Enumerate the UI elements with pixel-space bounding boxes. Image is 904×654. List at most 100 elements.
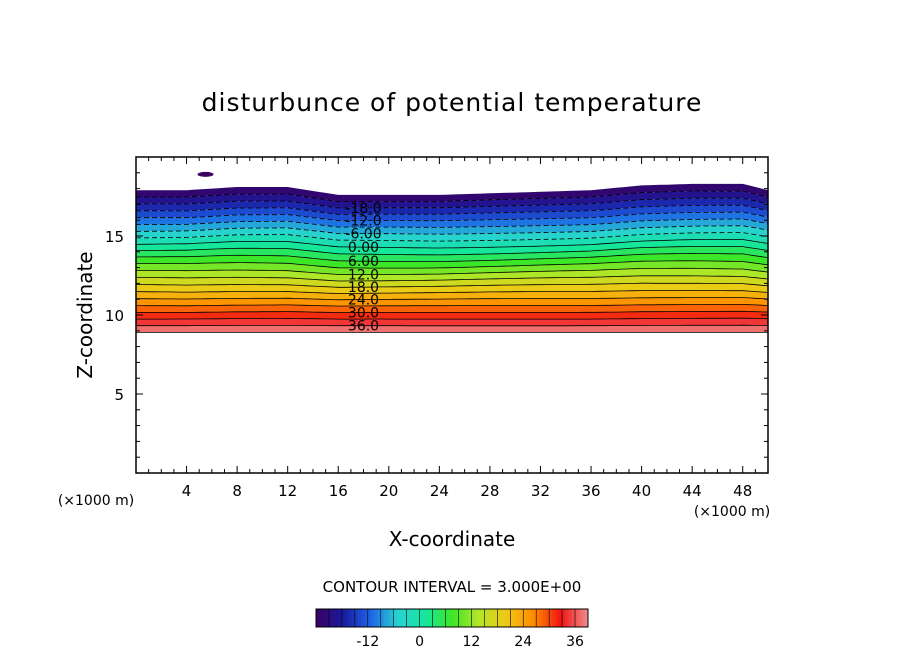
contour-line	[136, 239, 768, 249]
colorbar-swatch	[341, 609, 346, 627]
colorbar-swatch	[442, 609, 446, 627]
contour-line	[136, 304, 768, 307]
chart-title: disturbunce of potential temperature	[202, 88, 703, 117]
colorbar-swatch	[471, 609, 476, 627]
colorbar-swatch	[516, 609, 521, 627]
colorbar-swatch	[461, 609, 466, 627]
contour-lines	[136, 190, 768, 333]
colorbar-swatch	[387, 609, 391, 627]
colorbar-swatch	[507, 609, 511, 627]
colorbar-swatch	[558, 609, 563, 627]
colorbar-swatch	[575, 609, 579, 627]
colorbar-swatch	[361, 609, 365, 627]
contour-band	[136, 290, 768, 300]
contour-band	[136, 318, 768, 326]
colorbar-swatch	[526, 609, 531, 627]
contour-line	[136, 246, 768, 256]
x-unit-left: (×1000 m)	[58, 493, 134, 509]
colorbar-swatch	[503, 609, 508, 627]
contour-label: 36.0	[348, 319, 379, 335]
colorbar-tick-label: -12	[356, 634, 379, 650]
contour-label: -6.00	[345, 227, 381, 243]
x-tick-label: 12	[278, 482, 297, 500]
x-unit-right: (×1000 m)	[694, 504, 770, 520]
colorbar-swatch	[332, 609, 336, 627]
colorbar-tick-label: 12	[463, 634, 481, 650]
colorbar-swatch	[316, 609, 320, 627]
colorbar-swatch	[542, 609, 547, 627]
colorbar-swatch	[510, 609, 514, 627]
contour-line	[136, 211, 768, 222]
colorbar-swatch	[345, 609, 349, 627]
colorbar-swatch	[348, 609, 353, 627]
colorbar-swatch	[393, 609, 398, 627]
colorbar-swatch	[513, 609, 518, 627]
contour-labels: -18.0-12.0-6.000.006.0012.018.024.030.03…	[345, 201, 381, 335]
colorbar-swatch	[406, 609, 411, 627]
y-axis-label: Z-coordinate	[73, 251, 97, 378]
colorbar-swatch	[351, 609, 356, 627]
colorbar-swatch	[562, 609, 566, 627]
colorbar-swatch	[377, 609, 382, 627]
colorbar-swatch	[426, 609, 430, 627]
colorbar-swatch	[584, 609, 589, 627]
colorbar-swatch	[445, 609, 450, 627]
colorbar-swatch	[529, 609, 534, 627]
colorbar-swatch	[384, 609, 388, 627]
colorbar	[315, 608, 589, 628]
contour-band	[136, 246, 768, 262]
colorbar-swatch	[500, 609, 505, 627]
contour-interval-label: CONTOUR INTERVAL = 3.000E+00	[323, 578, 582, 596]
contour-line	[136, 317, 768, 320]
colorbar-swatch	[539, 609, 544, 627]
colorbar-swatch	[490, 609, 495, 627]
colorbar-swatch	[458, 609, 463, 627]
colorbar-swatch	[322, 609, 327, 627]
x-axis-label: X-coordinate	[389, 527, 516, 551]
colorbar-swatch	[319, 609, 323, 627]
x-tick-label: 40	[632, 482, 651, 500]
contour-label: -18.0	[345, 201, 381, 217]
colorbar-swatch	[481, 609, 485, 627]
contour-field	[136, 171, 768, 333]
x-tick-label: 4	[182, 482, 192, 500]
colorbar-swatch	[455, 609, 459, 627]
colorbar-swatch	[565, 609, 569, 627]
colorbar-swatch	[328, 609, 333, 627]
contour-line	[136, 225, 768, 235]
x-tick-label: 8	[232, 482, 242, 500]
colorbar-swatch	[371, 609, 375, 627]
colorbar-swatch	[416, 609, 421, 627]
colorbar-swatch	[429, 609, 433, 627]
colorbar-swatch	[452, 609, 456, 627]
colorbar-swatch	[435, 609, 440, 627]
colorbar-swatch	[581, 609, 586, 627]
contour-label: 18.0	[348, 280, 379, 296]
y-tick-labels: 5 10 15	[105, 228, 124, 404]
contour-line	[136, 232, 768, 242]
colorbar-swatch	[464, 609, 469, 627]
colorbar-tick-label: 24	[514, 634, 532, 650]
contour-band	[136, 297, 768, 307]
colorbar-swatch	[468, 609, 472, 627]
colorbar-swatch	[536, 609, 540, 627]
x-tick-label: 28	[480, 482, 499, 500]
colorbar-swatch	[396, 609, 401, 627]
contour-blob	[197, 171, 214, 177]
contour-line	[136, 297, 768, 301]
y-tick-label: 10	[105, 307, 124, 325]
x-tick-label: 20	[379, 482, 398, 500]
contour-line	[136, 197, 768, 209]
y-tick-label: 5	[114, 386, 124, 404]
colorbar-swatch	[477, 609, 482, 627]
colorbar-swatch	[523, 609, 527, 627]
colorbar-swatch	[354, 609, 359, 627]
colorbar-swatch	[364, 609, 369, 627]
contour-line	[136, 267, 768, 276]
colorbar-swatch	[578, 609, 582, 627]
contour-line	[136, 310, 768, 313]
contour-band	[136, 311, 768, 320]
contour-band	[136, 253, 768, 269]
x-tick-label: 48	[733, 482, 752, 500]
